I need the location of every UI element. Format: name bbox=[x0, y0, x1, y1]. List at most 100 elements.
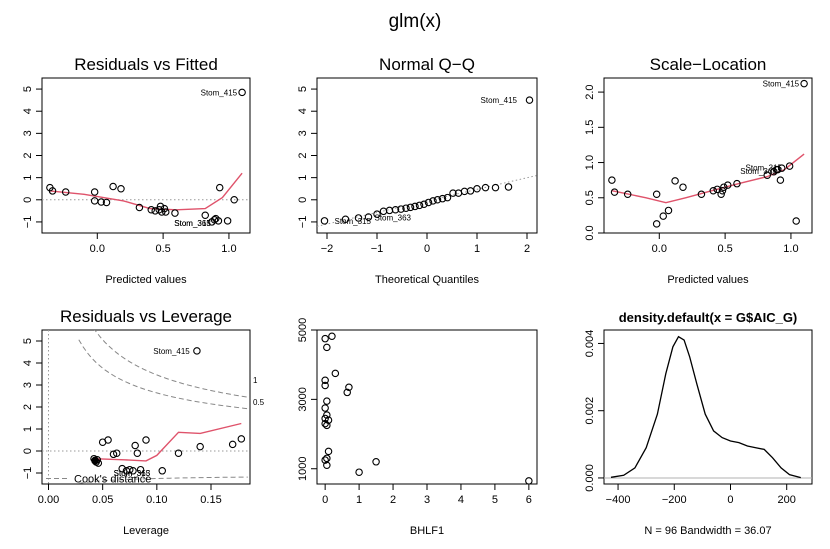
plot-frame bbox=[603, 329, 813, 485]
data-point bbox=[61, 188, 70, 196]
data-point bbox=[109, 450, 118, 459]
data-point bbox=[679, 183, 687, 191]
data-point bbox=[323, 343, 331, 352]
cooks-contour bbox=[78, 339, 248, 410]
data-point bbox=[147, 206, 156, 214]
data-point bbox=[664, 206, 673, 215]
x-tick-label: 0 bbox=[322, 494, 328, 506]
x-tick-label: 0.5 bbox=[717, 243, 732, 255]
y-tick-label: 1.0 bbox=[584, 155, 596, 170]
data-point bbox=[525, 96, 534, 104]
data-point bbox=[321, 376, 329, 385]
y-tick-label: 5 bbox=[22, 86, 34, 92]
y-tick-label: 2 bbox=[22, 404, 34, 410]
page-title: glm(x) bbox=[389, 11, 442, 32]
data-point bbox=[133, 449, 142, 457]
x-axis-label: Theoretical Quantiles bbox=[375, 274, 479, 286]
x-tick-label: 200 bbox=[778, 494, 796, 506]
y-tick-label: 0.004 bbox=[584, 330, 596, 358]
y-tick-label: 1 bbox=[22, 175, 34, 181]
point-label: Stom_315 bbox=[746, 163, 783, 172]
data-point bbox=[671, 177, 679, 185]
data-point bbox=[320, 217, 329, 225]
data-point bbox=[193, 347, 201, 355]
data-point bbox=[774, 165, 782, 174]
data-point bbox=[354, 214, 363, 222]
data-point bbox=[321, 456, 329, 464]
y-tick-label: 1 bbox=[297, 175, 309, 181]
x-tick-label: 2 bbox=[524, 243, 530, 255]
data-point bbox=[323, 461, 331, 470]
data-point bbox=[174, 449, 183, 457]
chart-title: Residuals vs Fitted bbox=[74, 55, 218, 74]
x-tick-label: 0.00 bbox=[38, 494, 59, 506]
data-point bbox=[126, 465, 134, 474]
cooks-contour bbox=[78, 476, 248, 484]
data-point bbox=[323, 397, 331, 405]
data-point bbox=[118, 464, 126, 473]
x-tick-label: 0.0 bbox=[90, 243, 105, 255]
data-point bbox=[364, 213, 373, 221]
chart-title: Scale−Location bbox=[650, 55, 767, 74]
chart-dens: density.default(x = G$AIC_G) N = 96 Bandw… bbox=[584, 310, 813, 537]
data-point bbox=[733, 179, 741, 188]
y-tick-label: 0.5 bbox=[584, 190, 596, 205]
data-point bbox=[228, 440, 237, 449]
data-point bbox=[215, 183, 224, 192]
point-label: Stom_415 bbox=[201, 88, 238, 97]
x-tick-label: −200 bbox=[662, 494, 687, 506]
smoother-line bbox=[93, 422, 242, 462]
data-point bbox=[214, 217, 223, 225]
x-tick-label: 6 bbox=[526, 494, 532, 506]
data-point bbox=[323, 411, 331, 419]
smoother-line bbox=[611, 153, 805, 204]
data-point bbox=[776, 176, 785, 184]
data-point bbox=[171, 209, 179, 217]
data-point bbox=[763, 171, 771, 179]
data-point bbox=[104, 436, 112, 444]
data-point bbox=[659, 212, 667, 220]
plot-area bbox=[42, 330, 250, 484]
y-tick-label: 0 bbox=[22, 197, 34, 203]
data-point bbox=[321, 381, 329, 390]
chart-qq: Normal Q−Q Theoretical Quantiles −2 −1 0 1 2 −1… bbox=[297, 55, 538, 286]
point-label: Stom_315 bbox=[114, 469, 151, 478]
plot-frame bbox=[603, 77, 813, 234]
data-point bbox=[397, 205, 405, 213]
chart-sl: Scale−Location Predicted values 0.0 0.5 1.0 0… bbox=[584, 55, 813, 286]
y-tick-label: 2 bbox=[22, 152, 34, 158]
data-point bbox=[129, 467, 137, 475]
data-point bbox=[429, 197, 437, 205]
x-tick-label: 0 bbox=[424, 243, 430, 255]
data-point bbox=[785, 162, 794, 170]
x-tick-label: −400 bbox=[606, 494, 631, 506]
data-point bbox=[91, 456, 99, 464]
data-point bbox=[697, 190, 706, 199]
x-tick-label: 0.0 bbox=[652, 243, 667, 255]
x-tick-label: 5 bbox=[492, 494, 498, 506]
data-point bbox=[135, 203, 144, 212]
y-tick-label: 3000 bbox=[297, 387, 309, 411]
y-tick-label: −1 bbox=[297, 216, 309, 229]
data-point bbox=[97, 198, 105, 206]
data-point bbox=[117, 184, 125, 193]
data-point bbox=[720, 183, 728, 191]
data-point bbox=[161, 208, 170, 216]
data-point bbox=[481, 183, 490, 192]
data-point bbox=[402, 204, 410, 212]
cooks-legend-text: Cook's distance bbox=[74, 474, 151, 486]
chart-title: Normal Q−Q bbox=[379, 55, 475, 74]
chart-title: density.default(x = G$AIC_G) bbox=[619, 310, 798, 325]
point-label: Stom_315 bbox=[174, 219, 211, 228]
point-label: Stom_415 bbox=[153, 347, 190, 356]
plot-area bbox=[604, 335, 812, 479]
data-point bbox=[800, 79, 808, 88]
x-tick-label: −1 bbox=[371, 243, 384, 255]
x-tick-label: 0 bbox=[727, 494, 733, 506]
data-point bbox=[142, 436, 150, 444]
plot-area bbox=[317, 96, 537, 227]
y-tick-label: 5 bbox=[297, 86, 309, 92]
x-tick-label: 0.15 bbox=[200, 494, 221, 506]
data-point bbox=[473, 184, 481, 193]
data-point bbox=[717, 190, 725, 199]
